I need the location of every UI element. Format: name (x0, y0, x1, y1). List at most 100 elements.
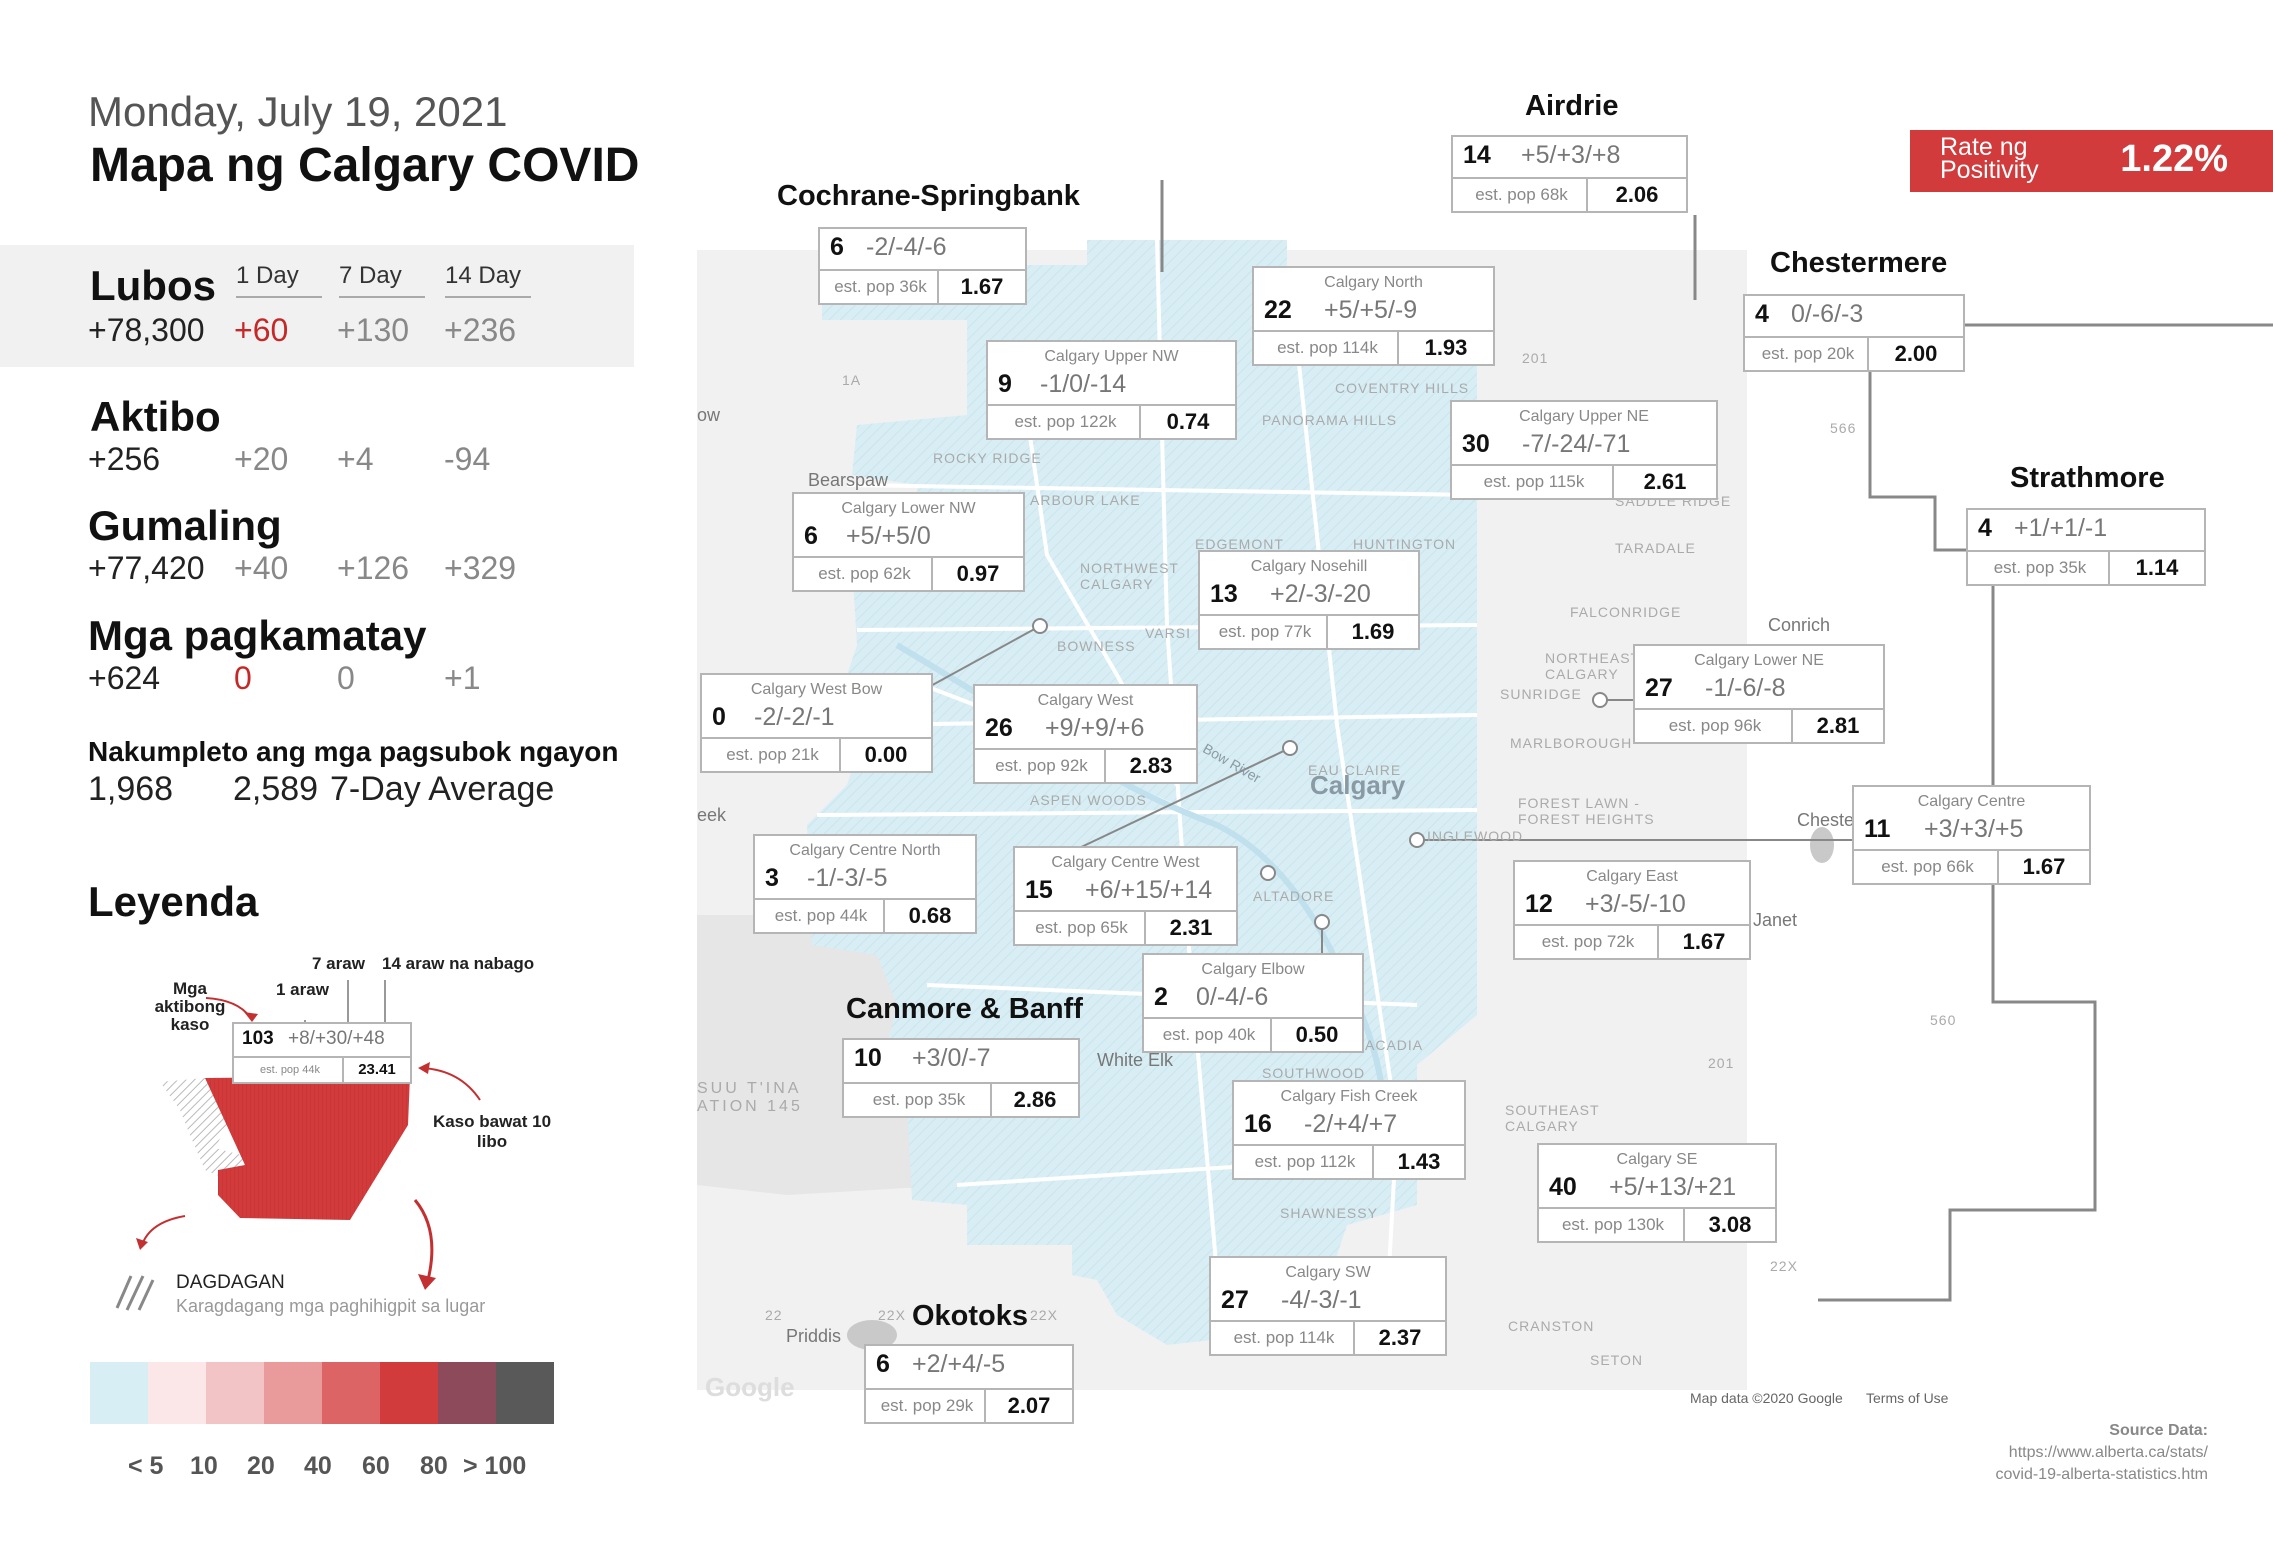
map-label-panorama: PANORAMA HILLS (1262, 412, 1398, 428)
zone-active-cases: 13 (1210, 580, 1238, 608)
scale-label: 20 (247, 1452, 275, 1480)
legend-arrow-down (413, 1199, 434, 1281)
map-attribution: Map data ©2020 Google (1690, 1390, 1843, 1406)
zone-box-calgary-east: Calgary East 12 +3/-5/-10 est. pop 72k 1… (1513, 860, 1751, 960)
zone-active-cases: 11 (1864, 815, 1891, 843)
zone-name: Calgary Upper NE (1519, 408, 1649, 425)
zone-name: Calgary North (1324, 274, 1423, 291)
zone-rate: 1.93 (1397, 330, 1493, 364)
report-date: Monday, July 19, 2021 (88, 88, 508, 135)
map-shield-560: 560 (1930, 1012, 1957, 1028)
stat-recovered-1day: +40 (234, 550, 289, 586)
region-box-okotoks: 6 +2/+4/-5 est. pop 29k 2.07 (864, 1344, 1074, 1424)
legend-arrowhead-rate (418, 1062, 430, 1074)
stat-active-1day: +20 (234, 441, 289, 477)
map-label-northeast-calgary: NORTHEAST CALGARY (1545, 650, 1640, 682)
region-change: +1/+1/-1 (2014, 514, 2108, 542)
map-label-taradale: TARADALE (1615, 540, 1696, 556)
zone-name: Calgary Elbow (1201, 961, 1305, 978)
zone-box-calgary-centre: Calgary Centre 11 +3/+3/+5 est. pop 66k … (1852, 785, 2091, 885)
zone-active-cases: 12 (1525, 890, 1553, 918)
region-title-strathmore: Strathmore (2010, 462, 2165, 494)
map-label-janet: Janet (1753, 910, 1798, 930)
region-box-strathmore: 4 +1/+1/-1 est. pop 35k 1.14 (1966, 508, 2206, 586)
map-shield-566: 566 (1830, 420, 1857, 436)
legend-sample-rate: 23.41 (342, 1056, 410, 1082)
zone-box-calgary-lower-nw: Calgary Lower NW 6 +5/+5/0 est. pop 62k … (792, 492, 1025, 592)
map-label-tsuutina: SUU T'INA ATION 145 (697, 1080, 803, 1115)
region-box-chestermere: 4 0/-6/-3 est. pop 20k 2.00 (1743, 294, 1965, 372)
zone-rate: 2.61 (1612, 464, 1716, 498)
legend-note-active: Mga aktibong kaso (154, 979, 226, 1034)
map-shield-201-north: 201 (1522, 350, 1549, 366)
zone-name: Calgary Nosehill (1250, 558, 1368, 575)
map-label-eek: eek (697, 805, 727, 825)
legend-note-rate: Kaso bawat 10 libo (432, 1112, 552, 1151)
stat-active-value: +256 (88, 441, 161, 477)
region-population: est. pop 68k (1453, 177, 1590, 211)
source-url-line1[interactable]: https://www.alberta.ca/stats/ (2008, 1444, 2208, 1461)
map-label-sunridge: SUNRIDGE (1500, 686, 1582, 702)
region-active-cases: 14 (1463, 141, 1491, 169)
positivity-rate-box: Rate ng Positivity 1.22% (1910, 130, 2273, 192)
scale-swatch (322, 1362, 380, 1424)
zone-rate: 0.50 (1270, 1017, 1362, 1051)
zone-active-cases: 27 (1645, 674, 1673, 702)
legend-sample-box: 103 +8/+30/+48 est. pop 44k 23.41 (232, 1022, 412, 1084)
leader-dots (1032, 618, 1608, 930)
stat-label-recovered: Gumaling (88, 502, 282, 549)
scale-label: 80 (420, 1452, 448, 1480)
map-shield-1a: 1A (842, 372, 862, 388)
region-change: +5/+3/+8 (1521, 141, 1621, 169)
zone-name: Calgary Centre West (1051, 854, 1200, 871)
column-header-14day: 14 Day (445, 262, 531, 298)
map-label-eau-claire: EAU CLAIRE (1308, 762, 1402, 778)
map-label-rocky-ridge: ROCKY RIDGE (933, 450, 1042, 466)
zone-change: -1/-3/-5 (807, 864, 888, 892)
zone-rate: 1.69 (1326, 614, 1418, 648)
region-population: est. pop 20k (1745, 336, 1871, 370)
zone-population: est. pop 114k (1211, 1320, 1357, 1354)
stat-active-7day: +4 (337, 441, 374, 477)
stat-deaths-value: +624 (88, 660, 161, 696)
legend-note-7day: 7 araw (312, 954, 365, 973)
zone-rate: 2.31 (1144, 910, 1236, 944)
map-terms-link[interactable]: Terms of Use (1866, 1390, 1949, 1406)
zone-active-cases: 16 (1244, 1110, 1272, 1138)
increase-label: DAGDAGAN (176, 1272, 285, 1293)
legend-title: Leyenda (88, 878, 259, 925)
map-label-marlborough: MARLBOROUGH (1510, 735, 1633, 751)
zone-rate: 1.67 (1997, 849, 2089, 883)
region-active-cases: 4 (1755, 300, 1769, 328)
zone-active-cases: 27 (1221, 1286, 1249, 1314)
zone-rate: 0.00 (839, 737, 931, 771)
region-rate: 1.67 (937, 269, 1025, 303)
zone-population: est. pop 112k (1234, 1144, 1376, 1178)
map-label-calgary: Calgary (1310, 770, 1406, 800)
legend-red-zone (205, 1076, 410, 1220)
zone-rate: 0.68 (883, 898, 975, 932)
map-label-acadia: ACADIA (1365, 1037, 1424, 1053)
zone-name: Calgary Centre (1917, 793, 2026, 810)
zone-change: +5/+5/0 (846, 522, 931, 550)
zone-active-cases: 9 (998, 370, 1012, 398)
zone-name: Calgary Lower NE (1694, 652, 1824, 669)
zone-change: +2/-3/-20 (1270, 580, 1371, 608)
stat-deaths-7day: 0 (337, 660, 355, 696)
source-url-line2[interactable]: covid-19-alberta-statistics.htm (1995, 1466, 2208, 1483)
map-label-forest-lawn: FOREST LAWN - FOREST HEIGHTS (1518, 795, 1655, 827)
zone-population: est. pop 62k (794, 556, 935, 590)
region-population: est. pop 36k (820, 269, 941, 303)
region-change: 0/-6/-3 (1791, 300, 1864, 328)
region-change: +2/+4/-5 (912, 1350, 1006, 1378)
map-label-altadore: ALTADORE (1253, 888, 1335, 904)
zone-change: -1/0/-14 (1040, 370, 1127, 398)
zone-active-cases: 15 (1025, 876, 1053, 904)
map-label-arbour-lake: ARBOUR LAKE (1030, 492, 1141, 508)
map-label-seton: SETON (1590, 1352, 1643, 1368)
zone-box-calgary-centre-north: Calgary Centre North 3 -1/-3/-5 est. pop… (753, 834, 977, 934)
map-shield-22: 22 (765, 1307, 783, 1323)
zone-box-calgary-upper-nw: Calgary Upper NW 9 -1/0/-14 est. pop 122… (986, 340, 1237, 440)
zone-change: +3/-5/-10 (1585, 890, 1686, 918)
legend-sample-change: +8/+30/+48 (288, 1028, 385, 1049)
